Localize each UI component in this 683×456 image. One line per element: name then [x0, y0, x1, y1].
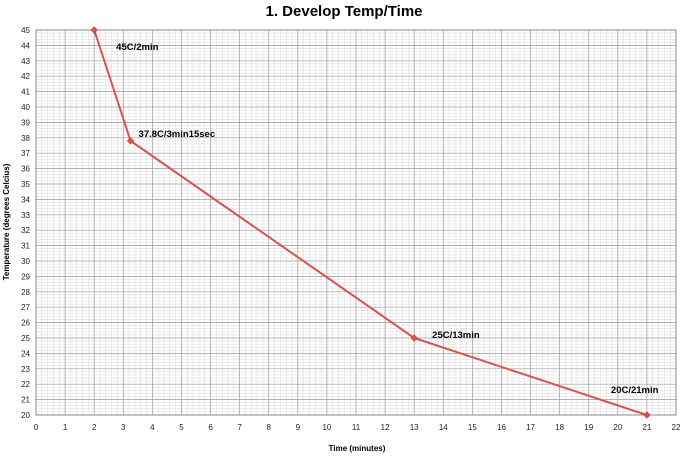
x-tick-label: 0 [34, 423, 39, 432]
x-tick-label: 11 [352, 423, 361, 432]
y-tick-label: 42 [21, 72, 30, 81]
chart-title: 1. Develop Temp/Time [266, 3, 423, 20]
y-tick-label: 26 [21, 319, 30, 328]
y-tick-label: 39 [21, 118, 30, 127]
data-point-marker [90, 26, 98, 34]
y-tick-label: 30 [21, 257, 30, 266]
x-tick-label: 7 [237, 423, 242, 432]
x-tick-label: 5 [179, 423, 184, 432]
y-tick-label: 29 [21, 272, 30, 281]
x-tick-label: 17 [526, 423, 535, 432]
x-tick-label: 13 [410, 423, 419, 432]
x-tick-label: 22 [672, 423, 681, 432]
y-tick-label: 43 [21, 57, 30, 66]
plot-grid [35, 29, 677, 416]
y-tick-label: 33 [21, 211, 30, 220]
data-label: 20C/21min [611, 385, 659, 396]
x-tick-label: 15 [468, 423, 477, 432]
x-tick-label: 19 [584, 423, 593, 432]
data-label: 37.8C/3min15sec [139, 129, 216, 140]
data-label: 25C/13min [432, 330, 480, 341]
x-tick-label: 12 [381, 423, 390, 432]
x-tick-label: 3 [121, 423, 126, 432]
x-tick-label: 10 [322, 423, 331, 432]
y-tick-label: 36 [21, 165, 30, 174]
y-tick-label: 37 [21, 149, 30, 158]
x-tick-label: 21 [642, 423, 651, 432]
y-tick-label: 41 [21, 88, 30, 97]
x-tick-label: 14 [439, 423, 448, 432]
x-tick-label: 20 [613, 423, 622, 432]
y-tick-label: 23 [21, 365, 30, 374]
y-axis-label: Temperature (degrees Celcius) [2, 163, 11, 280]
x-axis-label: Time (minutes) [329, 444, 386, 453]
y-tick-label: 21 [21, 396, 30, 405]
y-tick-label: 25 [21, 334, 30, 343]
y-tick-label: 35 [21, 180, 30, 189]
x-tick-label: 9 [296, 423, 301, 432]
y-tick-label: 20 [21, 411, 30, 420]
x-tick-label: 4 [150, 423, 155, 432]
x-tick-label: 18 [555, 423, 564, 432]
y-axis-ticks: 20 21 22 23 24 25 26 27 28 29 30 31 32 33 34 35 36 37 38 39… [21, 26, 30, 420]
series-line [93, 29, 648, 416]
plot-frame [35, 29, 677, 416]
data-point-marker [410, 334, 418, 342]
y-tick-label: 45 [21, 26, 30, 35]
y-tick-label: 27 [21, 303, 30, 312]
data-label: 45C/2min [116, 42, 158, 53]
x-tick-label: 16 [497, 423, 506, 432]
y-tick-label: 32 [21, 226, 30, 235]
y-tick-label: 24 [21, 349, 30, 358]
x-tick-label: 2 [92, 423, 97, 432]
y-tick-label: 31 [21, 242, 30, 251]
series-layer: 45C/2min 37.8C/3min15sec 25C/13min 20C/21mi… [90, 26, 659, 419]
y-tick-label: 38 [21, 134, 30, 143]
y-tick-label: 34 [21, 195, 30, 204]
x-tick-label: 8 [267, 423, 272, 432]
data-point-marker [126, 137, 135, 145]
y-tick-label: 44 [21, 41, 30, 50]
x-axis-ticks: 0 1 2 3 4 5 6 7 8 9 10 11 12 13 14 15 16 17 18 19 20 21 22 [34, 423, 681, 432]
y-tick-label: 22 [21, 380, 30, 389]
x-tick-label: 1 [63, 423, 68, 432]
data-point-marker [643, 411, 651, 419]
y-tick-label: 28 [21, 288, 30, 297]
x-tick-label: 6 [208, 423, 213, 432]
y-tick-label: 40 [21, 103, 30, 112]
